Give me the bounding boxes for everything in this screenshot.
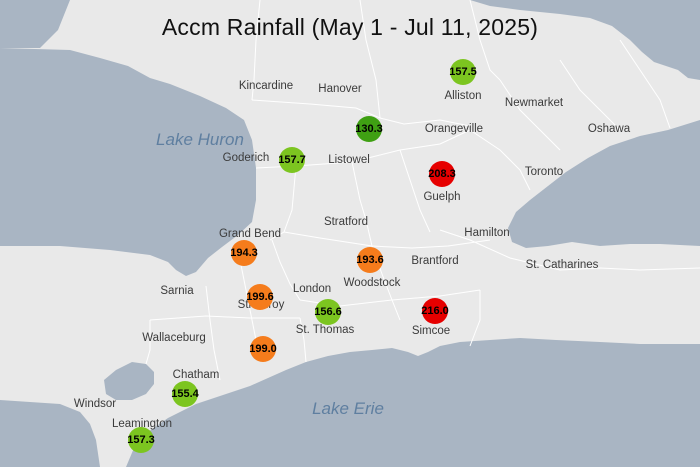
rainfall-value-leamington: 157.3 [127,434,155,446]
lake-huron-water [0,48,256,276]
rainfall-value-alliston: 157.5 [449,66,477,78]
place-label-leamington: Leamington [111,418,173,430]
place-label-woodstock: Woodstock [343,277,401,289]
rainfall-marker-st-thomas [315,299,341,325]
detroit-river-water [0,400,100,467]
place-label-sarnia: Sarnia [160,285,194,297]
rainfall-value-goderich: 157.7 [278,154,306,166]
rainfall-value-st-thomas: 156.6 [314,306,342,318]
rainfall-marker-chatham-south [250,336,276,362]
place-label-orangeville: Orangeville [424,123,484,135]
rainfall-marker-simcoe [422,298,448,324]
rainfall-marker-woodstock [357,247,383,273]
georgian-bay-water [470,0,700,80]
place-label-windsor: Windsor [73,398,117,410]
place-label-st-thomas: St. Thomas [295,324,355,336]
rainfall-value-chatham-south: 199.0 [249,343,277,355]
lake-st-clair-water [104,362,154,400]
lake-ontario-water [508,120,700,248]
rainfall-value-chatham: 155.4 [171,388,199,400]
rainfall-marker-leamington [128,427,154,453]
place-label-hanover: Hanover [318,83,362,95]
place-label-toronto: Toronto [524,166,564,178]
rainfall-value-guelph: 208.3 [428,168,456,180]
place-label-goderich: Goderich [222,152,270,164]
rainfall-value-grand-bend: 194.3 [230,247,258,259]
peninsula-bay-water [0,0,70,48]
rainfall-value-woodstock: 193.6 [356,254,384,266]
place-label-london: London [292,283,332,295]
rainfall-marker-orangeville [356,116,382,142]
rainfall-marker-alliston [450,59,476,85]
rainfall-marker-guelph [429,161,455,187]
place-label-wallaceburg: Wallaceburg [142,332,206,344]
place-label-brantford: Brantford [411,255,459,267]
place-label-guelph: Guelph [423,191,461,203]
place-label-grand-bend: Grand Bend [218,228,282,240]
lake-erie-water [126,338,700,467]
rainfall-marker-grand-bend [231,240,257,266]
place-label-alliston: Alliston [444,90,482,102]
rainfall-marker-strathroy [247,284,273,310]
rainfall-value-strathroy: 199.6 [246,291,274,303]
place-label-st-catharines: St. Catharines [525,259,599,271]
rainfall-value-simcoe: 216.0 [421,305,449,317]
place-label-chatham: Chatham [172,369,220,381]
lake-huron-label: Lake Huron [156,130,244,149]
rainfall-marker-chatham [172,381,198,407]
place-label-simcoe: Simcoe [411,325,451,337]
place-label-oshawa: Oshawa [587,123,631,135]
place-label-kincardine: Kincardine [238,80,294,92]
rainfall-marker-goderich [279,147,305,173]
place-label-stratford: Stratford [323,216,369,228]
map-title: Accm Rainfall (May 1 - Jul 11, 2025) [161,14,539,40]
place-label-listowel: Listowel [328,154,370,166]
place-label-hamilton: Hamilton [464,227,510,239]
place-label-newmarket: Newmarket [504,97,564,109]
lake-erie-label: Lake Erie [312,399,384,418]
rainfall-value-orangeville: 130.3 [355,123,383,135]
